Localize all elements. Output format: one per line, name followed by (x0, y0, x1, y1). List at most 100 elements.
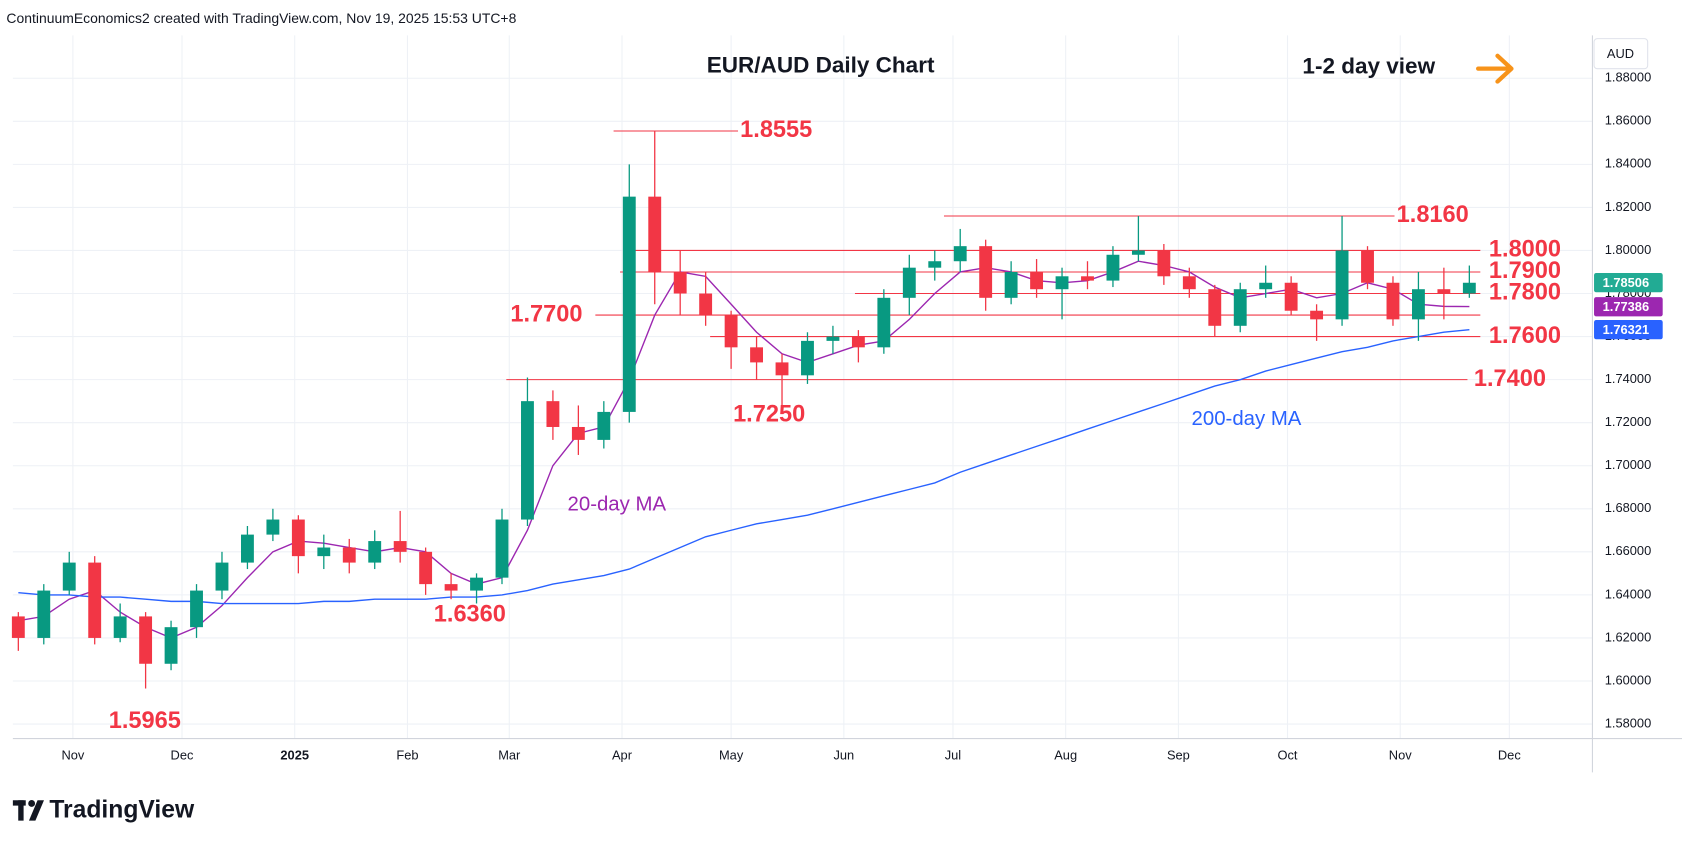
y-tick-label: 1.66000 (1605, 543, 1651, 558)
candle-body (699, 293, 713, 316)
candle-body (851, 336, 865, 348)
x-tick-label: Nov (61, 748, 84, 763)
candle-body (724, 315, 738, 348)
x-tick-label: Apr (612, 748, 633, 763)
candle-body (801, 340, 814, 376)
level-label: 1.7400 (1474, 365, 1546, 391)
x-tick-label: 2025 (280, 748, 309, 763)
y-tick-label: 1.86000 (1605, 113, 1651, 128)
candle-body (62, 562, 76, 591)
annotation: 1.6360 (434, 601, 506, 627)
x-tick-label: May (719, 748, 744, 763)
view-label: 1-2 day view (1302, 54, 1435, 79)
candle-body (521, 401, 534, 520)
candle-body (775, 362, 789, 376)
candle-body (342, 547, 356, 563)
annotation: 1.7250 (733, 400, 805, 426)
level-label: 1.8555 (740, 116, 812, 142)
candle-body (1157, 250, 1171, 277)
candle-body (673, 271, 687, 294)
y-tick-label: 1.82000 (1605, 199, 1651, 214)
candle-body (1361, 250, 1374, 283)
x-tick-label: Jul (945, 748, 961, 763)
y-tick-label: 1.68000 (1605, 500, 1651, 515)
candle-body (1259, 282, 1273, 290)
candle-body (1437, 289, 1451, 294)
x-tick-label: Dec (1498, 748, 1521, 763)
y-tick-label: 1.72000 (1605, 414, 1651, 429)
annotation: 1.5965 (109, 707, 181, 733)
y-tick-label: 1.88000 (1605, 70, 1651, 85)
candle-body (37, 590, 51, 638)
candle-body (419, 551, 433, 585)
candle-body (953, 246, 967, 262)
candle-body (139, 616, 153, 664)
candle-body (495, 519, 509, 578)
moving-average (18, 328, 1470, 605)
series-label: 200-day MA (1192, 408, 1302, 430)
candle-body (1131, 250, 1145, 255)
candle-body (1030, 271, 1044, 290)
candle-body (240, 534, 254, 563)
candle-body (317, 547, 331, 557)
candle-body (622, 196, 636, 412)
candle-body (1462, 282, 1476, 294)
series-label: 20-day MA (568, 494, 667, 516)
candle-body (1411, 289, 1425, 320)
candle-body (368, 541, 382, 563)
candle-body (164, 627, 178, 664)
y-tick-label: 1.64000 (1605, 586, 1651, 601)
candle-body (215, 562, 229, 591)
brand: TradingView (49, 796, 195, 823)
candle-body (902, 267, 916, 298)
price-tag (1594, 272, 1663, 293)
chart-title: EUR/AUD Daily Chart (707, 52, 935, 77)
candles (11, 130, 1476, 689)
level-label: 1.7800 (1489, 279, 1561, 305)
price-tag-label: 1.76321 (1603, 322, 1649, 337)
price-tag (1594, 320, 1663, 340)
y-tick-label: 1.84000 (1605, 156, 1651, 171)
candle-body (11, 616, 25, 638)
candle-body (546, 401, 560, 427)
brand-logo (12, 800, 44, 821)
candle-body (470, 577, 483, 591)
x-tick-label: Oct (1278, 748, 1298, 763)
price-tag (1594, 297, 1663, 317)
candle-body (1081, 276, 1094, 281)
candle-body (1335, 250, 1349, 320)
candle-body (1004, 271, 1018, 298)
candle-body (928, 261, 942, 268)
candle-body (190, 590, 203, 628)
candle-body (979, 246, 993, 298)
candle-body (1208, 289, 1222, 326)
candle-body (88, 562, 102, 638)
candle-body (1233, 289, 1247, 326)
moving-average (18, 260, 1470, 639)
y-tick-label: 1.60000 (1605, 672, 1651, 687)
candle-body (1182, 276, 1196, 290)
candle-body (877, 297, 891, 348)
level-label: 1.7700 (510, 300, 582, 326)
x-tick-label: Aug (1054, 748, 1077, 763)
candle-body (1386, 282, 1400, 320)
candle-body (1106, 254, 1120, 281)
level-label: 1.8000 (1489, 236, 1561, 262)
attribution: ContinuumEconomics2 created with Trading… (6, 10, 516, 26)
candle-body (826, 336, 840, 341)
candle-body (291, 519, 305, 557)
y-tick-label: 1.80000 (1605, 242, 1651, 257)
y-tick-label: 1.62000 (1605, 629, 1651, 644)
candle-body (444, 584, 458, 591)
view-arrow (1476, 53, 1514, 84)
candle-body (113, 616, 127, 638)
x-tick-label: Nov (1389, 748, 1412, 763)
candle-body (648, 196, 662, 272)
level-label: 1.7600 (1489, 322, 1561, 348)
candle-body (597, 411, 611, 440)
currency: AUD (1607, 46, 1634, 61)
currency-box (1593, 38, 1649, 70)
x-tick-label: Sep (1167, 748, 1190, 763)
